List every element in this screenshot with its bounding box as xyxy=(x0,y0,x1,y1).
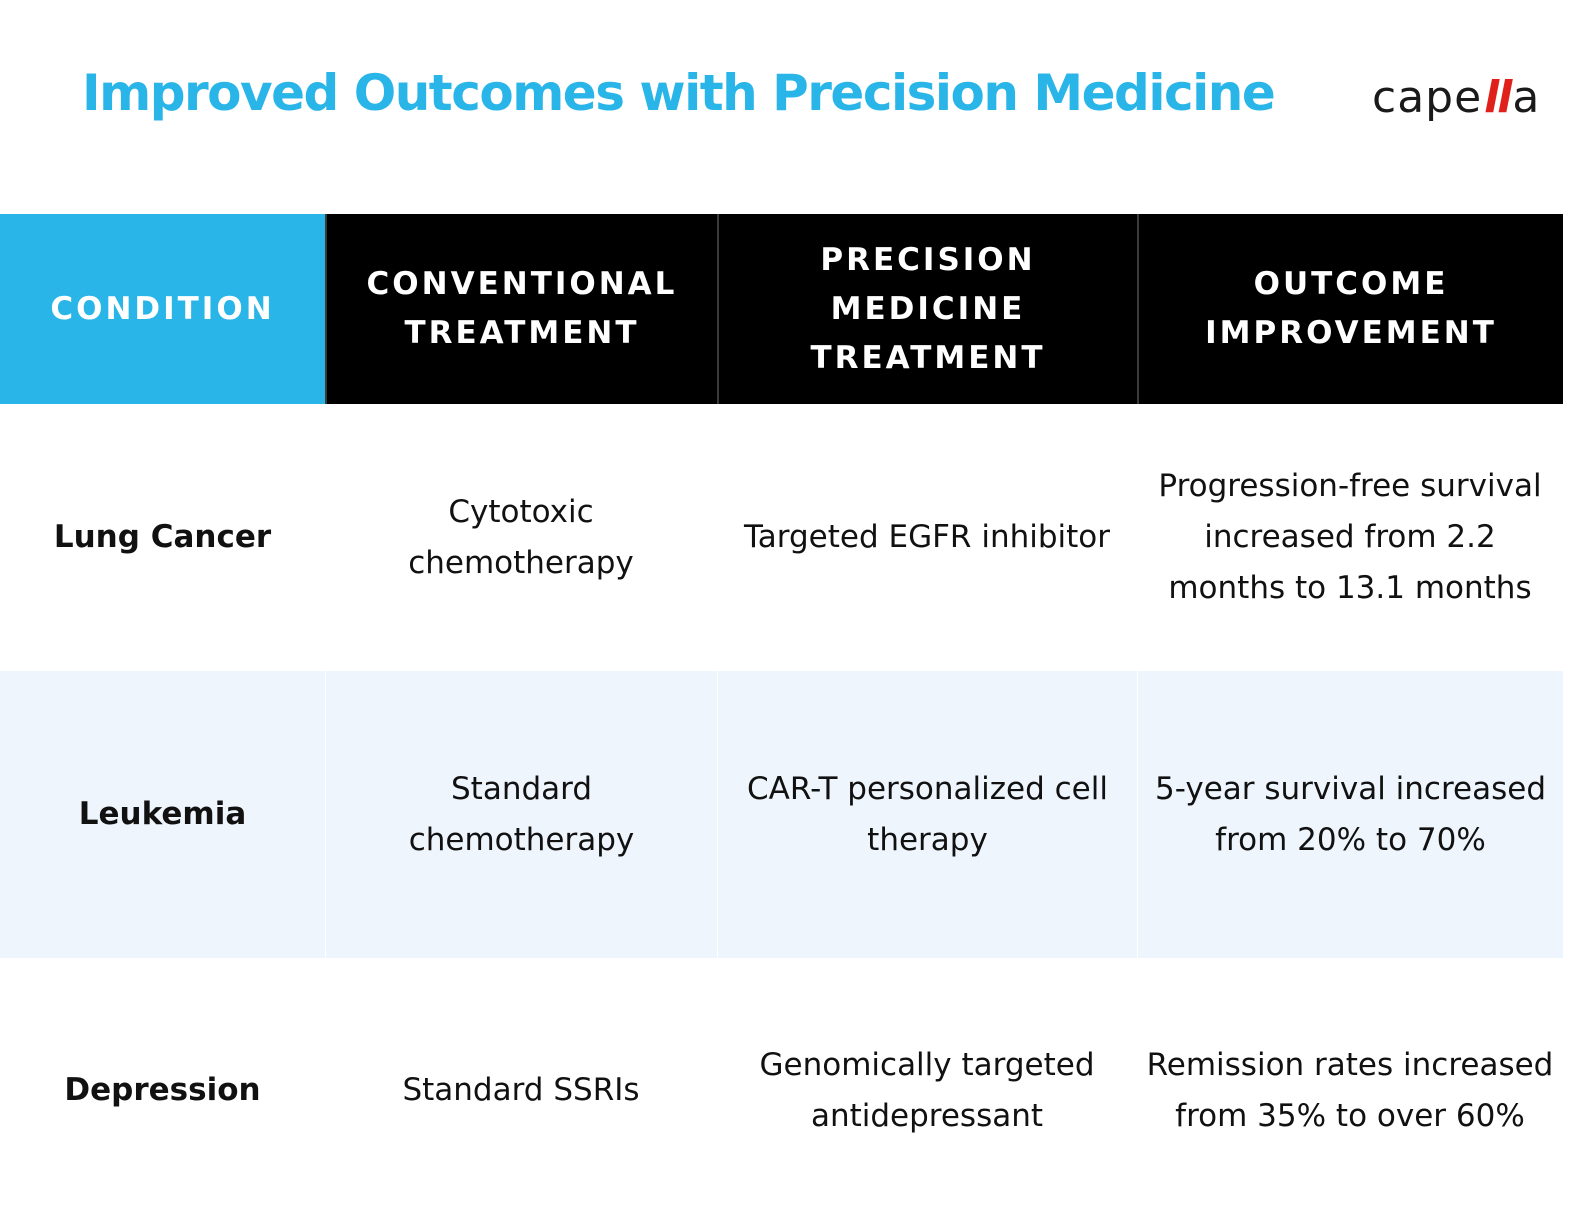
cell-line: from 35% to over 60% xyxy=(1175,1097,1525,1134)
table-row: Leukemia Standard chemotherapy CAR-T per… xyxy=(0,671,1563,958)
header-line: OUTCOME xyxy=(1253,266,1449,302)
cell-line: increased from 2.2 xyxy=(1204,519,1496,555)
header-line: TREATMENT xyxy=(404,315,640,351)
condition-cell: Lung Cancer xyxy=(0,404,325,671)
outcome-cell: Progression-free survival increased from… xyxy=(1137,404,1563,671)
cell-line: Standard SSRIs xyxy=(402,1072,640,1108)
header-line: PRECISION MEDICINE xyxy=(820,241,1036,327)
cell-line: CAR-T personalized cell xyxy=(747,770,1108,807)
outcomes-table: CONDITION CONVENTIONAL TREATMENT PRECISI… xyxy=(0,214,1563,1223)
condition-cell: Depression xyxy=(0,958,325,1223)
precision-cell: CAR-T personalized cell therapy xyxy=(717,671,1137,958)
table-row: Lung Cancer Cytotoxic chemotherapy Targe… xyxy=(0,404,1563,671)
condition-label: Depression xyxy=(64,1072,261,1108)
cell-line: Progression-free survival xyxy=(1158,468,1542,504)
condition-label: Leukemia xyxy=(78,796,247,832)
outcome-cell: 5-year survival increased from 20% to 70… xyxy=(1137,671,1563,958)
conventional-cell: Standard SSRIs xyxy=(325,958,717,1223)
conventional-cell: Standard chemotherapy xyxy=(325,671,717,958)
precision-cell: Genomically targeted antidepressant xyxy=(717,958,1137,1223)
cell-line: antidepressant xyxy=(810,1097,1044,1134)
table-header-row: CONDITION CONVENTIONAL TREATMENT PRECISI… xyxy=(0,214,1563,404)
cell-line: 5-year survival increased xyxy=(1154,770,1547,807)
header-line: CONVENTIONAL xyxy=(366,266,678,302)
cell-line: from 20% to 70% xyxy=(1215,821,1486,858)
logo-suffix: a xyxy=(1512,72,1541,123)
header-line: TREATMENT xyxy=(810,339,1046,376)
condition-label: Lung Cancer xyxy=(53,519,272,555)
cell-line: Remission rates increased xyxy=(1146,1046,1554,1083)
capella-logo: capella xyxy=(1372,72,1540,123)
header-conventional-treatment: CONVENTIONAL TREATMENT xyxy=(325,214,717,404)
cell-line: chemotherapy xyxy=(408,544,634,581)
header-precision-medicine-treatment: PRECISION MEDICINE TREATMENT xyxy=(717,214,1137,404)
table-row: Depression Standard SSRIs Genomically ta… xyxy=(0,958,1563,1223)
cell-line: therapy xyxy=(867,821,988,858)
header-condition: CONDITION xyxy=(0,214,325,404)
header-line: IMPROVEMENT xyxy=(1205,315,1497,351)
logo-prefix: cape xyxy=(1372,72,1483,123)
cell-line: months to 13.1 months xyxy=(1168,570,1532,606)
condition-cell: Leukemia xyxy=(0,671,325,958)
outcome-cell: Remission rates increased from 35% to ov… xyxy=(1137,958,1563,1223)
header-line: CONDITION xyxy=(50,290,275,327)
conventional-cell: Cytotoxic chemotherapy xyxy=(325,404,717,671)
logo-accent: ll xyxy=(1484,72,1512,123)
cell-line: Cytotoxic xyxy=(448,493,594,530)
cell-line: Standard chemotherapy xyxy=(408,770,635,858)
header-outcome-improvement: OUTCOME IMPROVEMENT xyxy=(1137,214,1563,404)
precision-cell: Targeted EGFR inhibitor xyxy=(717,404,1137,671)
page-title: Improved Outcomes with Precision Medicin… xyxy=(82,64,1276,122)
cell-line: Genomically targeted xyxy=(759,1046,1095,1083)
cell-line: Targeted EGFR inhibitor xyxy=(743,519,1111,555)
